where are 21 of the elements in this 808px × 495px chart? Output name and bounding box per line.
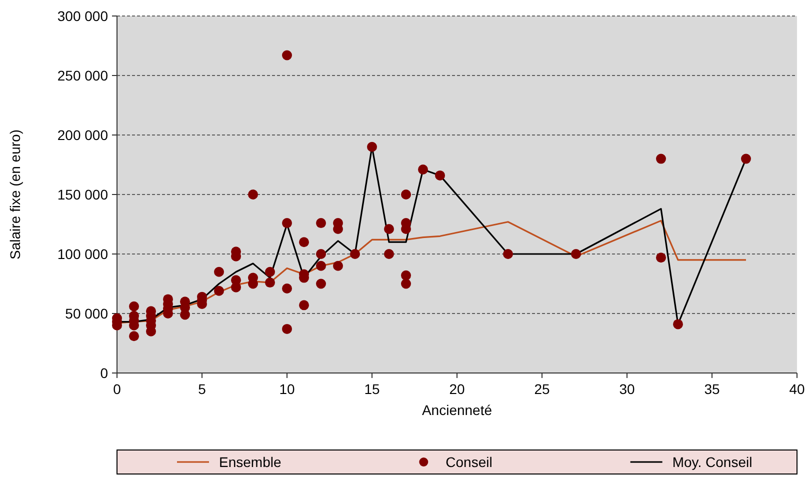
- y-tick-label: 200 000: [57, 126, 108, 143]
- legend-label: Ensemble: [219, 454, 282, 470]
- x-tick-label: 15: [364, 381, 380, 397]
- legend-label: Conseil: [446, 454, 492, 470]
- x-tick-label: 25: [534, 381, 550, 397]
- x-tick-label: 0: [113, 381, 122, 397]
- x-axis-title: Ancienneté: [422, 402, 492, 418]
- y-tick-label: 50 000: [65, 305, 108, 322]
- x-tick-label: 10: [279, 381, 295, 397]
- x-tick-label: 5: [198, 381, 206, 397]
- y-tick-label: 0: [100, 364, 108, 381]
- x-tick-label: 20: [449, 381, 465, 397]
- y-tick-label: 100 000: [57, 246, 108, 262]
- y-tick-label: 250 000: [57, 67, 108, 84]
- y-axis-title: Salaire fixe (en euro): [7, 130, 23, 260]
- x-tick-label: 40: [789, 381, 805, 397]
- legend-label: Moy. Conseil: [672, 454, 752, 470]
- x-tick-label: 35: [704, 381, 720, 397]
- y-tick-label: 300 000: [57, 8, 108, 24]
- x-tick-label: 30: [619, 381, 635, 397]
- y-tick-label: 150 000: [57, 186, 108, 202]
